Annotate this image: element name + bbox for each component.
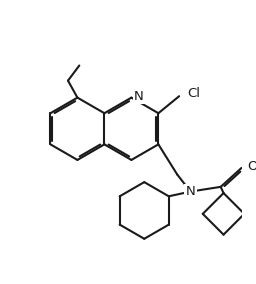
Text: O: O [247, 160, 256, 173]
Text: N: N [134, 90, 144, 103]
Text: Cl: Cl [188, 87, 201, 100]
Text: N: N [186, 185, 195, 198]
